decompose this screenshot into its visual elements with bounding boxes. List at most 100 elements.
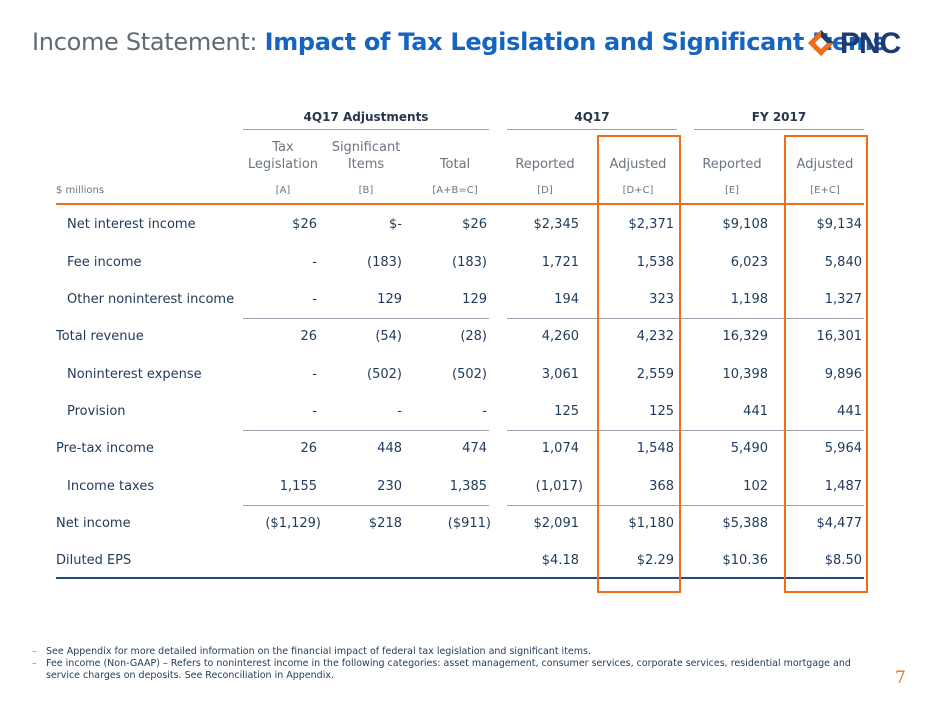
col-subheader: [B] (358, 185, 374, 196)
subtotal-rule (243, 318, 489, 319)
group-header-4q17: 4Q17 (574, 110, 610, 124)
group-rule-4q17 (507, 129, 677, 130)
table-row: Net interest income $26 $- $26 $2,345 $2… (0, 217, 940, 254)
page-number: 7 (895, 668, 906, 688)
subtotal-rule (507, 430, 864, 431)
col-subheader: [E+C] (810, 185, 840, 196)
col-subheader: [D] (537, 185, 553, 196)
subtotal-rule (507, 318, 864, 319)
cell: - (312, 404, 317, 419)
cell: $2,371 (628, 217, 675, 232)
cell: 1,074 (541, 441, 579, 456)
cell: 1,385 (449, 479, 487, 494)
cell: (502) (452, 367, 487, 382)
cell: 368 (649, 479, 674, 494)
cell: - (312, 255, 317, 270)
subtotal-rule (243, 430, 489, 431)
subtotal-rule (507, 505, 864, 506)
table-bottom-rule (56, 577, 864, 579)
cell: 5,490 (730, 441, 768, 456)
row-label: Fee income (67, 255, 142, 270)
cell: 102 (743, 479, 768, 494)
col-subheader: [E] (724, 185, 740, 196)
col-subheader: [A] (275, 185, 291, 196)
cell: 2,559 (636, 367, 674, 382)
cell: $5,388 (722, 516, 769, 531)
cell: 1,721 (541, 255, 579, 270)
cell: $2,345 (533, 217, 580, 232)
page-title-main: Impact of Tax Legislation and Significan… (264, 28, 887, 56)
col-header-line2: Items (347, 157, 385, 172)
cell: 3,061 (541, 367, 579, 382)
cell: $2.29 (636, 553, 674, 568)
cell: - (482, 404, 487, 419)
cell: (502) (367, 367, 402, 382)
col-header-significant-items: Significant Items (326, 139, 406, 173)
col-header-tax-legislation: Tax Legislation (243, 139, 323, 173)
cell: (28) (460, 329, 487, 344)
cell: 9,896 (824, 367, 862, 382)
cell: 26 (300, 329, 317, 344)
col-header-line1: Tax (272, 140, 294, 155)
cell: 125 (554, 404, 579, 419)
table-row: Diluted EPS $4.18 $2.29 $10.36 $8.50 (0, 553, 940, 590)
cell: $218 (368, 516, 402, 531)
cell: $9,134 (816, 217, 863, 232)
footnote-bullet: – (32, 658, 37, 669)
cell: (54) (375, 329, 402, 344)
cell: 1,327 (824, 292, 862, 307)
footnote-text: Fee income (Non-GAAP) – Refers to nonint… (46, 658, 851, 681)
cell: 1,548 (636, 441, 674, 456)
cell: 323 (649, 292, 674, 307)
row-label: Pre-tax income (56, 441, 154, 456)
cell: 194 (554, 292, 579, 307)
group-rule-fy2017 (694, 129, 864, 130)
cell: 129 (377, 292, 402, 307)
units-label: $ millions (56, 185, 105, 196)
cell: - (312, 292, 317, 307)
cell: 441 (837, 404, 862, 419)
footnote: – See Appendix for more detailed informa… (32, 646, 862, 658)
cell: 4,260 (541, 329, 579, 344)
cell: ($1,129) (265, 516, 321, 531)
cell: 129 (462, 292, 487, 307)
col-header-line2: Legislation (247, 157, 319, 172)
footnotes: – See Appendix for more detailed informa… (32, 646, 862, 682)
cell: 5,964 (824, 441, 862, 456)
table-row: Other noninterest income - 129 129 194 3… (0, 292, 940, 329)
pnc-logo: PNC (806, 27, 916, 60)
row-label: Net interest income (67, 217, 196, 232)
cell: 26 (300, 441, 317, 456)
cell: 230 (377, 479, 402, 494)
cell: $1,180 (628, 516, 675, 531)
table-row: Net income ($1,129) $218 ($911) $2,091 $… (0, 516, 940, 553)
row-label: Diluted EPS (56, 553, 132, 568)
row-label: Net income (56, 516, 131, 531)
table-row: Fee income - (183) (183) 1,721 1,538 6,0… (0, 255, 940, 292)
cell: 474 (462, 441, 487, 456)
table-row: Pre-tax income 26 448 474 1,074 1,548 5,… (0, 441, 940, 478)
cell: 1,487 (824, 479, 862, 494)
col-header-fy-reported: Reported (702, 157, 762, 172)
cell: $2,091 (533, 516, 580, 531)
cell: 16,329 (722, 329, 769, 344)
highlight-fy-adjusted (784, 135, 868, 593)
col-header-4q17-adjusted: Adjusted (609, 157, 667, 172)
cell: 1,155 (279, 479, 317, 494)
cell: 1,198 (730, 292, 768, 307)
cell: 6,023 (730, 255, 768, 270)
cell: (1,017) (535, 479, 583, 494)
highlight-4q17-adjusted (597, 135, 681, 593)
cell: - (397, 404, 402, 419)
row-label: Provision (67, 404, 126, 419)
table-row: Provision - - - 125 125 441 441 (0, 404, 940, 441)
footnote-text: See Appendix for more detailed informati… (46, 646, 591, 657)
cell: $26 (292, 217, 317, 232)
col-subheader: [D+C] (622, 185, 654, 196)
cell: - (312, 367, 317, 382)
col-header-fy-adjusted: Adjusted (796, 157, 854, 172)
col-subheader: [A+B=C] (432, 185, 478, 196)
pnc-logo-text: PNC (840, 27, 901, 60)
cell: (183) (367, 255, 402, 270)
cell: $26 (462, 217, 487, 232)
